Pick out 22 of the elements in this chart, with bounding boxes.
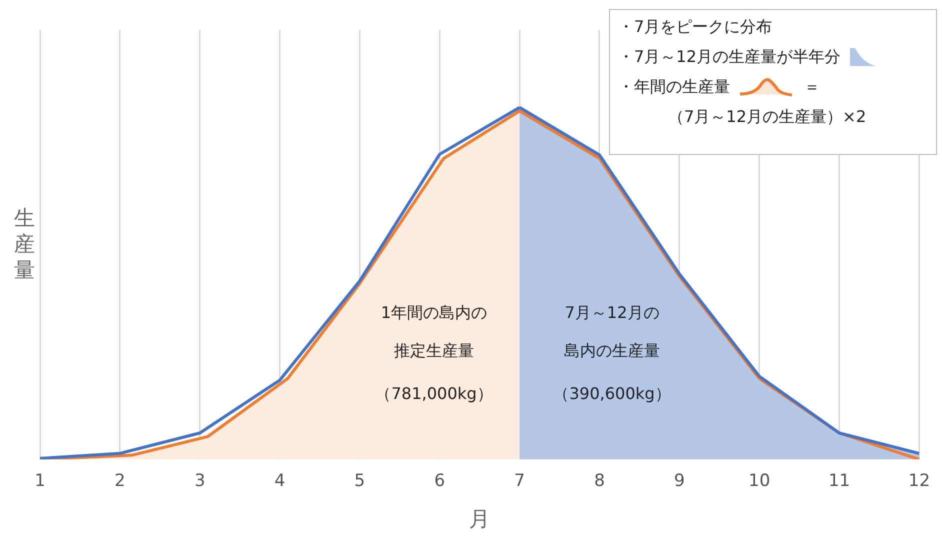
x-tick-label: 8 [594,471,605,492]
x-tick-label: 2 [114,471,126,492]
x-tick-label: 3 [194,471,206,492]
annotation: 推定生産量 [393,340,475,362]
x-tick-label: 11 [828,471,850,492]
x-tick-label: 6 [434,471,446,492]
x-tick-label: 12 [908,471,930,492]
x-axis-title: 月 [469,506,490,531]
x-tick-label: 9 [674,471,685,492]
y-axis-title: 生産量 [14,205,35,283]
x-tick-label: 5 [354,471,366,492]
x-tick-label: 1 [34,471,46,492]
annotation: 島内の生産量 [563,340,661,362]
annotation: （390,600kg） [552,383,672,405]
annotation: （7月～12月の生産量）×2 [668,106,866,128]
annotation: （781,000kg） [374,383,494,405]
x-tick-label: 4 [274,471,286,492]
x-tick-label: 10 [748,471,770,492]
note-box: ・7月をピークに分布 ・7月～12月の生産量が半年分 ・年間の生産量 ＝ （7月～12月の生産量）×2 [609,9,937,155]
annotation: 7月～12月の [564,302,660,324]
annotation: 1年間の島内の [380,302,488,324]
x-tick-label: 7 [514,471,525,492]
